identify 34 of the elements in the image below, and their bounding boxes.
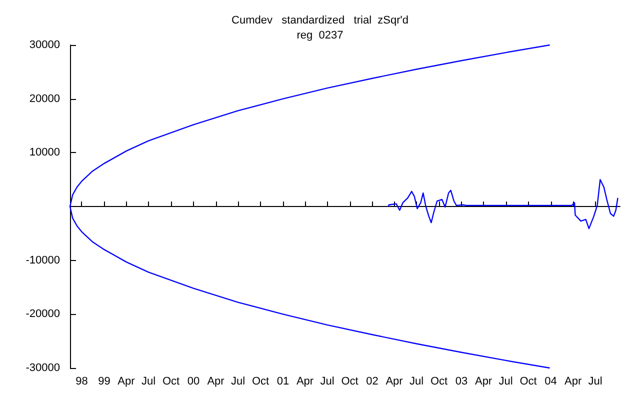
y-tick-label: 20000	[29, 92, 60, 105]
x-tick-label: Apr	[386, 376, 404, 388]
y-tick-label: -20000	[26, 308, 60, 320]
x-tick-label: Oct	[162, 376, 180, 388]
line-series	[69, 44, 550, 369]
chart-title: Cumdev standardized trial zSqr'd	[232, 14, 408, 26]
line-series	[388, 178, 618, 230]
x-tick-label: Apr	[564, 376, 582, 388]
x-tick-label: Oct	[252, 376, 270, 388]
x-tick-label: Apr	[118, 376, 136, 388]
y-tick-label: -30000	[26, 362, 60, 374]
x-tick-label: Jul	[498, 376, 513, 388]
x-tick-label: 04	[544, 376, 557, 388]
x-tick-label: Jul	[410, 376, 424, 388]
x-tick-label: Jul	[141, 376, 156, 388]
x-tick-label: Oct	[341, 376, 358, 388]
chart-subtitle: reg 0237	[296, 30, 344, 42]
x-tick-label: Oct	[520, 376, 537, 388]
x-tick-label: Apr	[207, 376, 225, 388]
x-tick-label: Jul	[320, 376, 334, 388]
y-tick-label: -10000	[26, 254, 60, 266]
x-tick-label: 01	[276, 376, 290, 388]
x-tick-label: 98	[76, 376, 88, 388]
x-tick-label: 03	[455, 376, 468, 388]
y-tick-label: 10000	[29, 146, 60, 159]
x-tick-label: Jul	[230, 376, 246, 388]
x-tick-label: Apr	[296, 376, 314, 388]
x-tick-label: Apr	[474, 376, 492, 388]
x-tick-label: 99	[98, 376, 110, 388]
x-tick-label: 00	[187, 376, 200, 388]
y-tick-label: 30000	[29, 39, 60, 51]
x-tick-label: Oct	[430, 376, 448, 388]
x-tick-label: Jul	[588, 376, 602, 388]
x-tick-label: 02	[366, 376, 378, 388]
